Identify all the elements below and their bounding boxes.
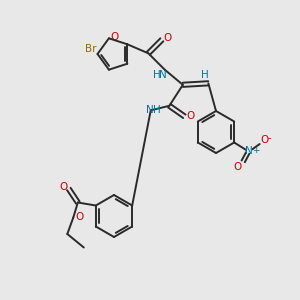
Text: O: O: [186, 111, 194, 121]
Text: +: +: [252, 146, 260, 155]
Text: Br: Br: [85, 44, 97, 54]
Text: O: O: [163, 33, 171, 43]
Text: N: N: [160, 70, 167, 80]
Text: H: H: [202, 70, 209, 80]
Text: O: O: [75, 212, 83, 223]
Text: H: H: [153, 70, 160, 80]
Text: O: O: [59, 182, 68, 193]
Text: H: H: [153, 105, 160, 115]
Text: -: -: [268, 133, 271, 143]
Text: O: O: [234, 162, 242, 172]
Text: O: O: [260, 135, 268, 145]
Text: N: N: [245, 146, 253, 156]
Text: O: O: [110, 32, 118, 42]
Text: N: N: [146, 105, 153, 115]
